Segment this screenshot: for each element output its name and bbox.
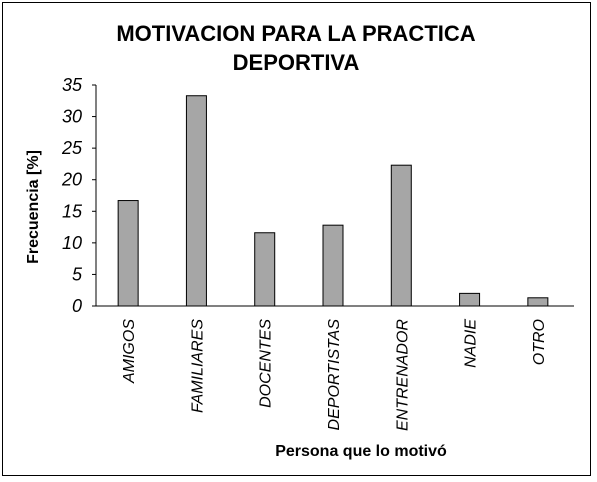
x-category-label: ENTRENADOR	[394, 319, 411, 431]
x-category-label: DOCENTES	[258, 319, 275, 408]
y-tick-label: 20	[61, 170, 82, 190]
bar-deportistas	[322, 224, 344, 307]
y-axis-label: Frecuencia [%]	[25, 150, 42, 264]
chart-frame	[2, 2, 591, 476]
chart-title-line-2: DEPORTIVA	[233, 50, 360, 75]
x-category-labels: AMIGOS FAMILIARES DOCENTES DEPORTISTAS ENTRE…	[121, 319, 548, 431]
y-tick-label: 30	[62, 107, 82, 127]
x-category-label: FAMILIARES	[189, 319, 206, 413]
y-tick-label: 10	[62, 233, 82, 253]
bar-amigos	[117, 200, 139, 307]
y-tick-label: 5	[72, 264, 83, 284]
chart-title-line-1: MOTIVACION PARA LA PRACTICA	[116, 21, 475, 46]
x-category-label: DEPORTISTAS	[326, 319, 343, 431]
bar-entrenador	[390, 164, 412, 307]
bars-group	[117, 95, 549, 307]
bar-otro	[527, 297, 549, 307]
x-category-label: NADIE	[463, 319, 480, 368]
bar-nadie	[459, 292, 481, 307]
bar-docentes	[254, 232, 276, 307]
x-axis-label: Persona que lo motivó	[275, 443, 447, 460]
bar-familiares	[185, 95, 207, 307]
y-tick-label: 15	[62, 201, 83, 221]
x-category-label: OTRO	[531, 319, 548, 365]
y-tick-label: 35	[62, 75, 83, 95]
x-category-label: AMIGOS	[121, 319, 138, 384]
y-tick-label: 25	[61, 138, 83, 158]
y-tick-label: 0	[72, 296, 82, 316]
y-tick-labels: 0 5 10 15 20 25 30 35	[61, 75, 96, 316]
